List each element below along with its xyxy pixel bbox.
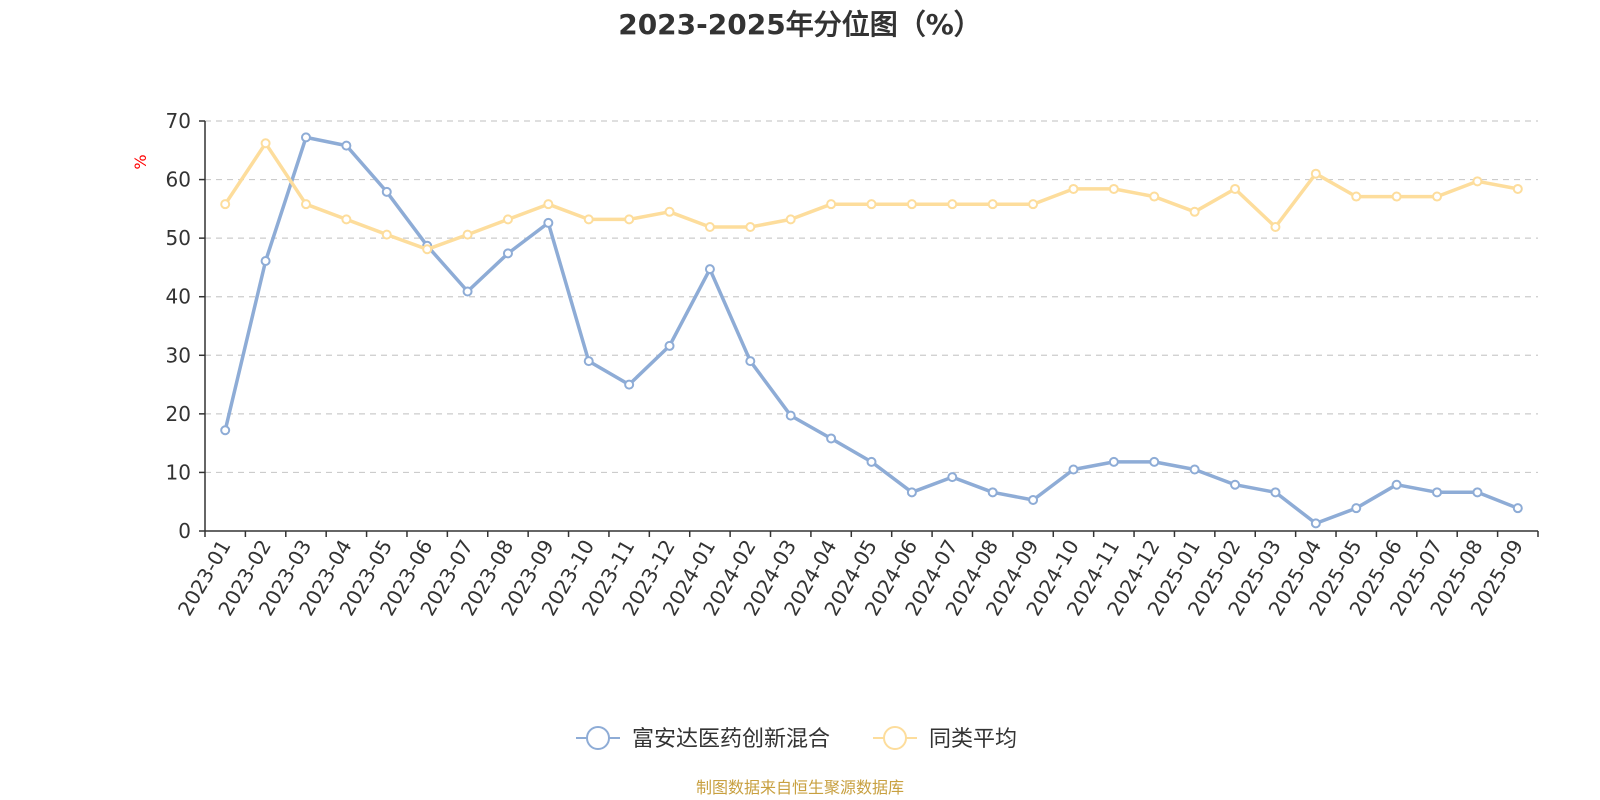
data-point	[826, 199, 837, 210]
data-point	[1270, 222, 1281, 233]
data-point	[381, 229, 392, 240]
data-point	[543, 199, 554, 210]
data-point	[947, 472, 958, 483]
data-point	[624, 379, 635, 390]
data-point	[1512, 183, 1523, 194]
data-point	[745, 356, 756, 367]
data-point	[1189, 464, 1200, 475]
data-point	[704, 264, 715, 275]
legend-label: 同类平均	[929, 727, 1017, 752]
data-point	[1230, 183, 1241, 194]
data-source-note: 制图数据来自恒生聚源数据库	[696, 778, 904, 797]
data-point	[260, 255, 271, 266]
y-tick-label: 0	[178, 519, 191, 543]
legend-marker	[883, 726, 907, 750]
data-point	[826, 433, 837, 444]
data-point	[583, 214, 594, 225]
data-point	[745, 222, 756, 233]
data-point	[1351, 191, 1362, 202]
data-point	[1270, 487, 1281, 498]
grid-lines	[205, 120, 1538, 474]
data-point	[1310, 168, 1321, 179]
legend-marker	[586, 726, 610, 750]
y-tick-label: 10	[166, 460, 191, 484]
data-point	[1472, 487, 1483, 498]
data-point	[1432, 487, 1443, 498]
y-tick-label: 30	[166, 343, 191, 367]
data-point	[785, 214, 796, 225]
data-point	[1189, 206, 1200, 217]
data-point	[260, 138, 271, 149]
data-point	[543, 217, 554, 228]
data-point	[1472, 176, 1483, 187]
series-group	[220, 132, 1523, 529]
chart-title: 2023-2025年分位图（%）	[618, 8, 982, 41]
data-point	[785, 410, 796, 421]
y-axis-unit: %	[131, 154, 150, 169]
data-point	[1391, 479, 1402, 490]
data-point	[1391, 191, 1402, 202]
data-point	[381, 186, 392, 197]
data-point	[947, 199, 958, 210]
data-point	[866, 199, 877, 210]
axes	[199, 120, 1539, 537]
data-point	[583, 356, 594, 367]
data-point	[866, 456, 877, 467]
data-point	[341, 140, 352, 151]
y-tick-label: 50	[166, 226, 191, 250]
data-point	[1108, 456, 1119, 467]
data-point	[987, 199, 998, 210]
data-point	[1351, 503, 1362, 514]
y-tick-labels: 0 10 20 30 40 50 60 70	[166, 109, 191, 543]
data-point	[704, 222, 715, 233]
data-point	[220, 425, 231, 436]
data-point	[502, 248, 513, 259]
data-point	[422, 244, 433, 255]
y-tick-label: 40	[166, 285, 191, 309]
data-point	[664, 340, 675, 351]
legend-item-1: 富安达医药创新混合	[576, 726, 830, 752]
data-point	[1068, 183, 1079, 194]
legend-label: 富安达医药创新混合	[632, 727, 830, 752]
data-point	[462, 229, 473, 240]
data-point	[341, 214, 352, 225]
y-tick-label: 20	[166, 402, 191, 426]
data-point	[1230, 479, 1241, 490]
data-point	[906, 199, 917, 210]
legend: 富安达医药创新混合 同类平均	[576, 726, 1017, 752]
data-point	[1432, 191, 1443, 202]
data-point	[1149, 191, 1160, 202]
data-point	[502, 214, 513, 225]
data-point	[1028, 199, 1039, 210]
data-point	[1149, 456, 1160, 467]
data-point	[664, 206, 675, 217]
data-point	[462, 286, 473, 297]
data-point	[1512, 503, 1523, 514]
series-1	[220, 132, 1523, 529]
data-point	[1028, 494, 1039, 505]
data-point	[906, 487, 917, 498]
data-point	[624, 214, 635, 225]
legend-item-2: 同类平均	[873, 726, 1017, 752]
x-tick-labels: 2023-012023-022023-032023-042023-052023-…	[173, 536, 1528, 620]
data-point	[987, 487, 998, 498]
y-tick-label: 60	[166, 168, 191, 192]
series-2	[220, 138, 1523, 255]
data-point	[300, 132, 311, 143]
data-point	[220, 199, 231, 210]
data-point	[1108, 183, 1119, 194]
data-point	[1068, 464, 1079, 475]
data-point	[1310, 518, 1321, 529]
y-tick-label: 70	[166, 109, 191, 133]
data-point	[300, 199, 311, 210]
